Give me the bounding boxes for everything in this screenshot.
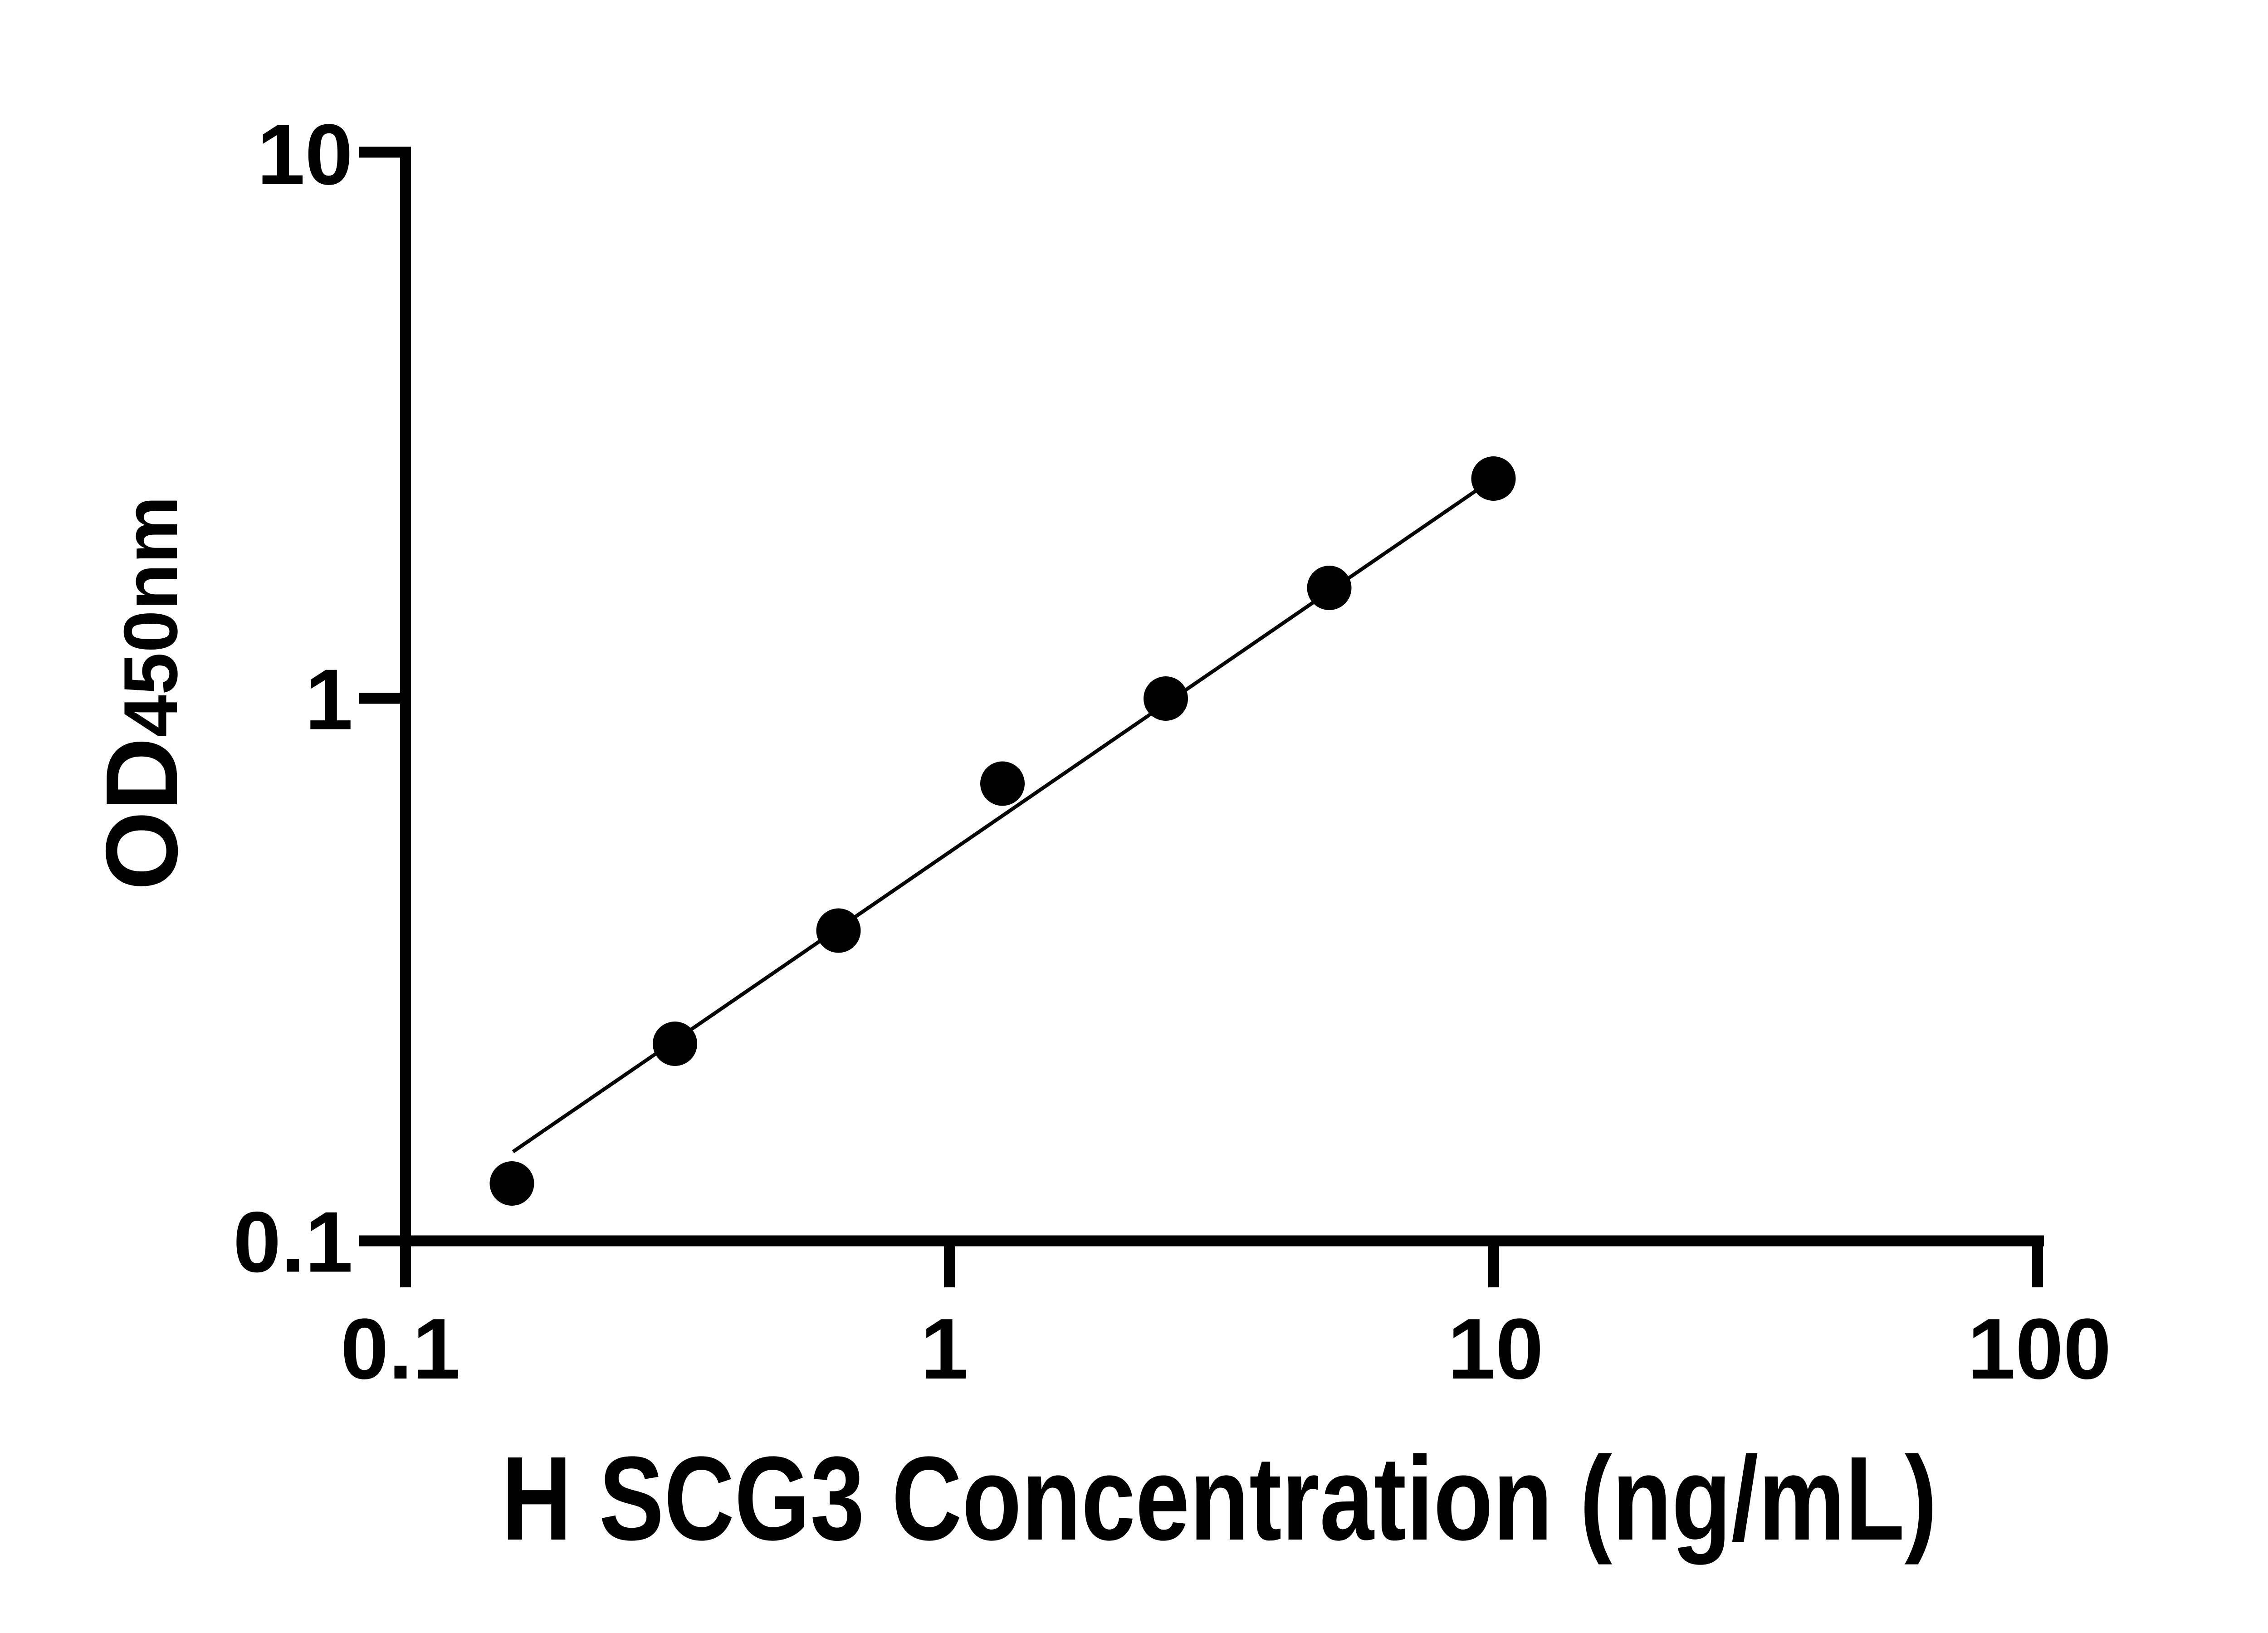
svg-text:1: 1: [305, 652, 353, 748]
svg-text:10: 10: [1447, 1301, 1543, 1397]
svg-text:1: 1: [920, 1301, 968, 1397]
svg-text:0.1: 0.1: [233, 1194, 353, 1291]
svg-text:0.1: 0.1: [341, 1301, 460, 1397]
svg-text:10: 10: [257, 107, 353, 203]
svg-text:H SCG3 Concentration (ng/mL): H SCG3 Concentration (ng/mL): [502, 1432, 1937, 1566]
svg-text:100: 100: [1967, 1301, 2111, 1397]
